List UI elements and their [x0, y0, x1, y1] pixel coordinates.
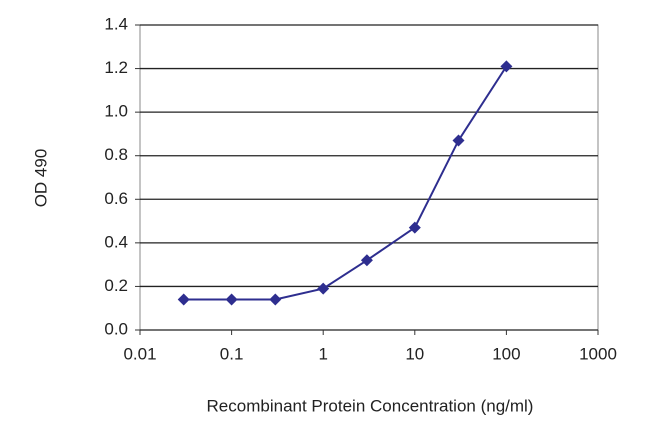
y-axis-title: OD 490 — [31, 149, 50, 208]
data-point — [225, 293, 238, 306]
data-point — [317, 282, 330, 295]
y-tick-label: 0.6 — [104, 189, 128, 208]
y-tick-label: 0.8 — [104, 145, 128, 164]
x-tick-label: 100 — [492, 344, 520, 363]
x-tick-label: 10 — [405, 344, 424, 363]
y-tick-label: 1.4 — [104, 14, 128, 33]
y-tick-label: 1.0 — [104, 102, 128, 121]
data-point — [360, 254, 373, 267]
plot-area — [139, 24, 599, 331]
data-point — [408, 221, 421, 234]
data-point — [177, 293, 190, 306]
y-tick-label: 1.2 — [104, 58, 128, 77]
x-tick-label: 0.01 — [123, 344, 156, 363]
data-point — [452, 134, 465, 147]
data-line — [183, 65, 508, 301]
data-point — [269, 293, 282, 306]
y-tick-label: 0.2 — [104, 276, 128, 295]
data-point — [500, 60, 513, 73]
y-tick-label: 0.4 — [104, 232, 128, 251]
x-axis-title: Recombinant Protein Concentration (ng/ml… — [207, 396, 534, 415]
x-tick-label: 1000 — [579, 344, 617, 363]
y-tick-label: 0.0 — [104, 319, 128, 338]
x-tick-label: 1 — [318, 344, 327, 363]
x-tick-label: 0.1 — [220, 344, 244, 363]
